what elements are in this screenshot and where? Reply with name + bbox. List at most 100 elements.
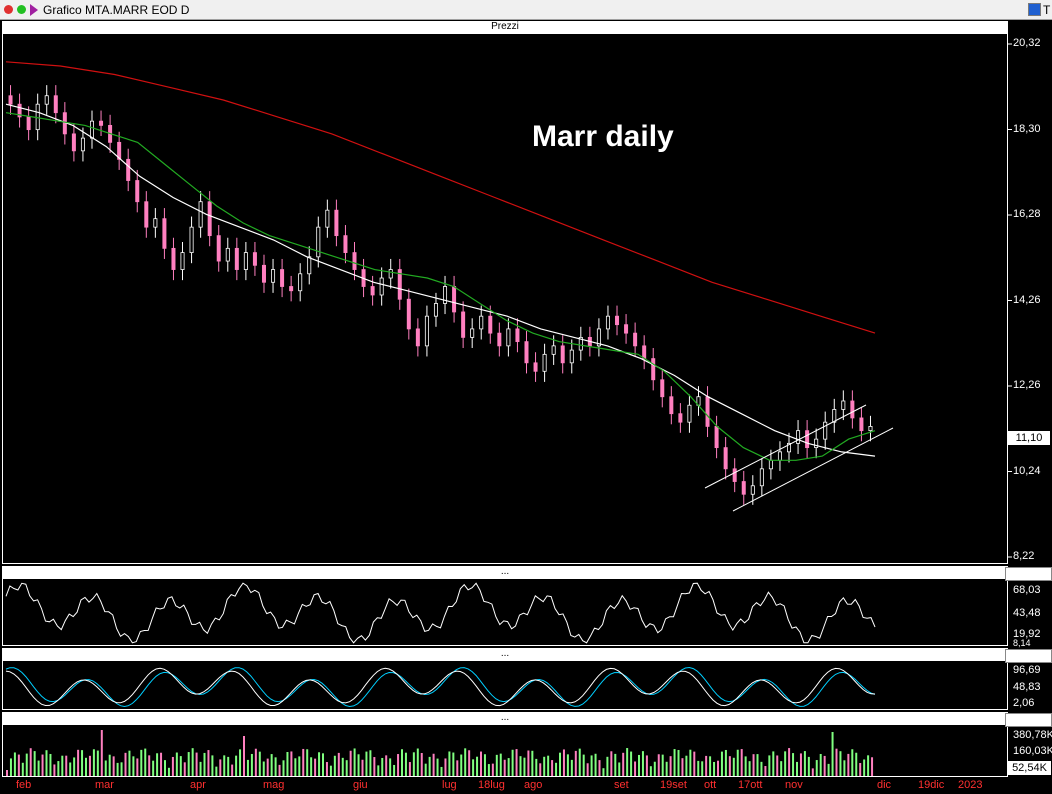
volume-bar — [709, 756, 712, 776]
candle-body — [669, 396, 674, 415]
volume-bar — [638, 754, 640, 776]
volume-bar — [657, 754, 660, 776]
candle-body — [443, 286, 448, 304]
volume-bar — [231, 764, 234, 776]
candle-body — [642, 345, 647, 359]
volume-bar — [744, 756, 747, 776]
volume-bar — [306, 749, 309, 776]
candle-body — [316, 226, 321, 258]
maximize-button[interactable] — [1028, 3, 1041, 16]
volume-bar — [713, 761, 716, 776]
candle-body — [406, 298, 411, 330]
volume-bar — [614, 753, 617, 776]
candle-body — [787, 442, 792, 453]
volume-bar — [685, 755, 688, 776]
candle-body — [379, 277, 384, 296]
volume-bar — [428, 756, 431, 776]
price-axis-label: 16,28 — [1013, 208, 1041, 220]
volume-axis-top: 380,78K — [1013, 729, 1052, 741]
volume-bar — [811, 768, 814, 776]
candle-body — [352, 252, 357, 270]
candle-body — [452, 286, 457, 313]
stoch-d-line — [5, 667, 876, 707]
volume-bar — [515, 749, 518, 776]
volume-bar — [116, 762, 119, 776]
volume-bar — [772, 751, 775, 776]
volume-bar — [187, 752, 190, 776]
last-price-tag: 11,10 — [1008, 431, 1050, 445]
volume-bar — [669, 756, 672, 776]
rsi-panel[interactable] — [2, 578, 1008, 646]
volume-bar — [531, 750, 534, 776]
candle-body — [615, 315, 620, 326]
volume-bar — [286, 751, 289, 776]
volume-bar — [258, 751, 261, 776]
volume-bar — [523, 757, 526, 776]
volume-bar — [128, 750, 131, 776]
volume-bar — [337, 752, 340, 776]
window-right-label: T — [1043, 3, 1051, 17]
candle-body — [569, 349, 574, 364]
candle-body — [633, 332, 638, 347]
window-restore-icon[interactable] — [17, 5, 26, 14]
price-axis-label: 20,32 — [1013, 37, 1041, 49]
candle-body — [515, 328, 520, 343]
volume-bar — [480, 751, 482, 776]
candle-body — [841, 400, 846, 410]
volume-bar — [377, 765, 380, 776]
volume-bar — [444, 758, 447, 776]
candle-body — [596, 328, 601, 347]
candle-body — [153, 218, 158, 228]
volume-bar — [519, 756, 522, 776]
rsi-panel-header: ... — [2, 566, 1008, 578]
ma-short-line — [5, 112, 876, 461]
volume-bar — [452, 752, 455, 776]
candle-body — [397, 269, 402, 300]
volume-bar — [610, 751, 613, 776]
volume-panel[interactable] — [2, 724, 1008, 777]
window-close-icon[interactable] — [4, 5, 13, 14]
candle-body — [850, 400, 855, 419]
candle-body — [624, 324, 629, 334]
stoch-k-line — [5, 666, 876, 708]
volume-bar — [282, 760, 285, 776]
x-axis-label: ott — [704, 779, 717, 791]
volume-bar — [590, 755, 593, 776]
volume-bar — [807, 756, 810, 776]
x-axis-label: apr — [190, 779, 206, 791]
volume-bar — [689, 749, 692, 776]
volume-bar — [333, 755, 336, 776]
volume-bar — [85, 757, 87, 776]
candle-body — [732, 468, 737, 482]
volume-bar — [815, 760, 818, 776]
x-axis-label: lug — [442, 779, 457, 791]
stoch-panel[interactable] — [2, 660, 1008, 710]
candle-body — [777, 451, 782, 461]
candle-body — [488, 315, 493, 334]
price-panel[interactable] — [2, 33, 1008, 564]
volume-bar — [270, 754, 273, 776]
stoch-axis-top: 96,69 — [1013, 664, 1041, 676]
candle-body — [26, 116, 31, 131]
volume-bar — [491, 763, 494, 776]
candle-body — [533, 362, 538, 372]
volume-bar — [353, 748, 356, 776]
volume-bar — [432, 753, 435, 776]
volume-bar — [203, 752, 206, 776]
volume-bar — [365, 751, 368, 776]
volume-bar — [799, 753, 802, 776]
volume-bar — [345, 760, 348, 776]
volume-bar — [96, 750, 99, 776]
volume-bar — [246, 759, 249, 776]
volume-bar — [341, 757, 344, 776]
window-menu-icon[interactable] — [30, 4, 38, 16]
volume-bar — [586, 763, 589, 776]
candle-body — [189, 226, 194, 253]
volume-bar — [21, 762, 24, 776]
volume-bar — [728, 756, 731, 776]
candle-body — [741, 481, 746, 495]
volume-bar — [369, 750, 372, 776]
volume-bar — [495, 754, 498, 776]
volume-bar — [302, 748, 305, 776]
volume-bar — [626, 748, 629, 776]
